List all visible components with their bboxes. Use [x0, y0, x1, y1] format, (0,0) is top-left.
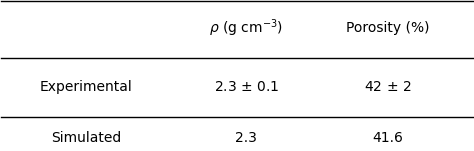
Text: Porosity (%): Porosity (%): [346, 21, 429, 35]
Text: 41.6: 41.6: [373, 131, 403, 145]
Text: 2.3: 2.3: [236, 131, 257, 145]
Text: 42 $\pm$ 2: 42 $\pm$ 2: [364, 80, 411, 94]
Text: 2.3 $\pm$ 0.1: 2.3 $\pm$ 0.1: [214, 80, 279, 94]
Text: Simulated: Simulated: [51, 131, 121, 145]
Text: Experimental: Experimental: [40, 80, 133, 94]
Text: $\rho$ (g cm$^{-3}$): $\rho$ (g cm$^{-3}$): [210, 17, 283, 39]
